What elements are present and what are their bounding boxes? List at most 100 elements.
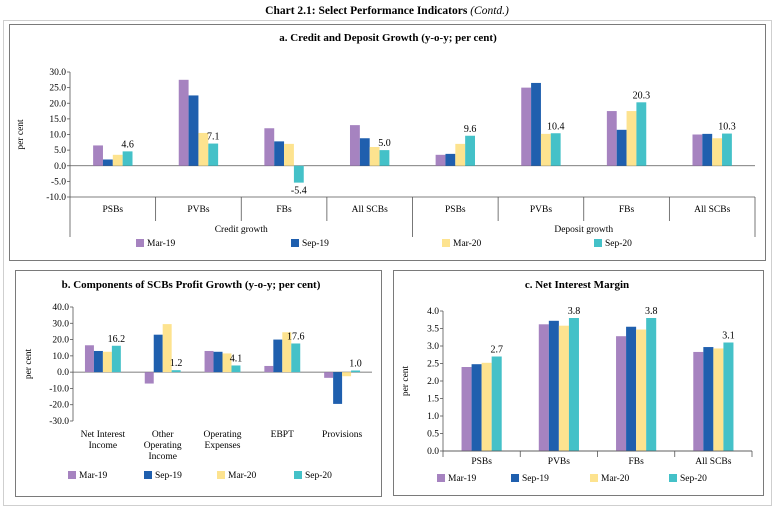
x-category-label: Provisions: [322, 430, 362, 440]
chart-title: a. Credit and Deposit Growth (y-o-y; per…: [279, 32, 497, 44]
legend-swatch-mar-20: [217, 471, 225, 479]
bar-mar-20: [222, 353, 232, 373]
bar-mar-19: [692, 134, 703, 166]
y-tick-label: 25.0: [49, 84, 66, 94]
y-tick-label: 0.0: [54, 162, 66, 172]
y-tick-label: 1.5: [427, 395, 439, 405]
bar-sep-19: [702, 133, 713, 166]
legend-swatch-mar-19: [136, 239, 144, 247]
x-category-label: Operating: [204, 430, 242, 440]
bar-sep-20: [722, 133, 732, 166]
bar-mar-20: [712, 138, 723, 166]
x-category-label: All SCBs: [694, 205, 730, 215]
x-category-label: EBPT: [271, 430, 294, 440]
x-category-label: Net Interest: [81, 430, 126, 440]
bar-mar-20: [481, 362, 492, 451]
bar-mar-19: [144, 372, 154, 384]
chart-title: c. Net Interest Margin: [525, 279, 629, 291]
bar-sep-20: [291, 343, 301, 373]
data-label: 1.0: [349, 359, 362, 370]
bar-mar-19: [349, 125, 360, 166]
bar-mar-20: [112, 154, 123, 166]
bar-sep-20: [208, 143, 219, 166]
x-group-label: Deposit growth: [554, 225, 613, 235]
bar-sep-19: [626, 326, 637, 451]
y-tick-label: 30.0: [49, 68, 66, 78]
legend-label-sep-20: Sep-20: [305, 471, 332, 481]
legend-swatch-mar-19: [68, 471, 76, 479]
bar-sep-19: [333, 372, 343, 404]
y-tick-label: 30.0: [52, 319, 69, 329]
y-tick-label: 20.0: [52, 336, 69, 346]
x-category-label: FBs: [276, 205, 292, 215]
legend-label-mar-20: Mar-20: [228, 471, 257, 481]
bar-sep-20: [465, 135, 476, 166]
chart-credit-deposit-growth: a. Credit and Deposit Growth (y-o-y; per…: [16, 32, 756, 249]
legend-label-mar-19: Mar-19: [79, 471, 108, 481]
bar-sep-19: [188, 95, 199, 166]
bar-sep-19: [359, 138, 370, 166]
x-category-label: All SCBs: [352, 205, 388, 215]
bar-mar-20: [636, 329, 647, 451]
bar-sep-19: [548, 320, 559, 451]
bar-sep-20: [568, 318, 579, 451]
chart-title: b. Components of SCBs Profit Growth (y-o…: [62, 279, 321, 291]
y-tick-label: 10.0: [52, 352, 69, 362]
chart-profit-growth-components: b. Components of SCBs Profit Growth (y-o…: [24, 279, 372, 481]
y-axis-label: per cent: [24, 348, 34, 379]
legend-swatch-sep-20: [669, 474, 677, 482]
data-label: 20.3: [633, 90, 651, 101]
y-tick-label: 2.0: [427, 377, 439, 387]
bar-mar-19: [521, 87, 532, 166]
y-tick-label: 1.0: [427, 412, 439, 422]
bar-mar-20: [369, 147, 380, 166]
bar-mar-19: [693, 351, 704, 451]
bar-sep-20: [550, 133, 561, 166]
bar-sep-20: [231, 365, 241, 373]
x-category-label: Operating: [144, 441, 182, 451]
legend-swatch-sep-20: [294, 471, 302, 479]
bar-sep-20: [646, 318, 657, 451]
y-tick-label: 0.0: [57, 368, 69, 378]
y-tick-label: 10.0: [49, 131, 66, 141]
data-label: 4.1: [230, 353, 243, 364]
bar-mar-20: [162, 324, 172, 373]
y-tick-label: 0.5: [427, 430, 439, 440]
legend-label-mar-19: Mar-19: [147, 239, 176, 249]
y-tick-label: -10.0: [46, 193, 66, 203]
x-category-label: Income: [89, 441, 118, 451]
bar-sep-20: [293, 165, 304, 183]
bar-mar-19: [606, 111, 617, 166]
legend-label-mar-19: Mar-19: [448, 474, 477, 484]
bar-sep-20: [379, 150, 390, 166]
x-group-label: Credit growth: [215, 225, 268, 235]
panel-credit-deposit-growth: a. Credit and Deposit Growth (y-o-y; per…: [9, 24, 766, 261]
bar-mar-20: [102, 351, 112, 373]
bar-sep-19: [531, 82, 541, 166]
y-tick-label: 2.5: [427, 360, 439, 370]
data-label: 5.0: [378, 138, 391, 149]
chart-net-interest-margin: c. Net Interest Margin per cent 0.0 0.5 1.0 1…: [401, 279, 753, 484]
legend-label-sep-20: Sep-20: [605, 239, 632, 249]
bar-sep-20: [171, 370, 181, 373]
bar-mar-20: [455, 143, 466, 166]
bar-mar-19: [84, 345, 94, 373]
figure-title: Chart 2.1: Select Performance Indicators…: [0, 5, 774, 17]
bar-mar-19: [538, 324, 549, 451]
data-label: 10.3: [718, 122, 736, 133]
data-label: 3.8: [568, 306, 581, 317]
x-category-label: FBs: [619, 205, 635, 215]
y-tick-label: 4.0: [427, 307, 439, 317]
legend-swatch-sep-19: [144, 471, 152, 479]
legend-swatch-sep-20: [594, 239, 602, 247]
legend-label-sep-19: Sep-19: [302, 239, 329, 249]
bar-mar-19: [435, 154, 446, 166]
bar-sep-19: [102, 159, 113, 166]
x-category-label: Other: [152, 430, 174, 440]
bar-sep-19: [471, 364, 482, 451]
bar-sep-20: [111, 345, 121, 373]
bar-sep-19: [93, 350, 103, 373]
x-category-label: PSBs: [471, 457, 492, 467]
data-label: 17.6: [287, 331, 305, 342]
data-label: 16.2: [108, 334, 126, 345]
